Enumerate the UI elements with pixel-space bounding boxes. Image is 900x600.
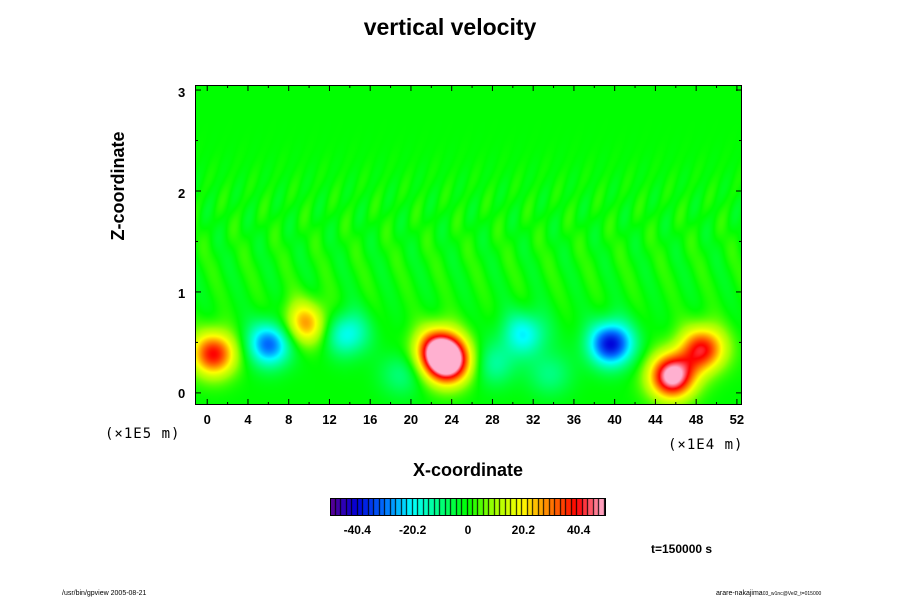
x-unit-label: (×1E4 m) <box>668 437 744 453</box>
x-tick-label: 44 <box>648 412 663 427</box>
y-unit-label: (×1E5 m) <box>105 426 181 442</box>
x-tick-label: 28 <box>485 412 500 427</box>
plot-area <box>195 85 742 405</box>
colorbar-tick-label: 0 <box>464 523 472 537</box>
y-tick-label: 3 <box>178 85 186 100</box>
x-tick-label: 8 <box>285 412 293 427</box>
x-tick-label: 12 <box>322 412 337 427</box>
y-tick-label: 2 <box>178 186 186 201</box>
colorbar-tick-label: -20.2 <box>398 523 427 537</box>
footer-author-name: arare-nakajima <box>716 590 763 597</box>
y-axis-label: Z-coordinate <box>108 131 128 241</box>
colorbar-tick-label: -40.4 <box>343 523 371 537</box>
x-tick-label: 0 <box>203 412 211 427</box>
x-tick-label: 32 <box>525 412 541 427</box>
footer-file-info: 03_w1nc@Vel2_t=015000 <box>762 591 822 597</box>
colorbar-tick-label: 40.4 <box>567 523 591 537</box>
x-axis-label: X-coordinate <box>412 460 523 480</box>
y-tick-label: 0 <box>178 386 186 401</box>
x-tick-label: 48 <box>688 412 704 427</box>
colorbar-gradient <box>331 499 605 515</box>
x-tick-label: 24 <box>444 412 459 427</box>
chart-title: vertical velocity <box>363 14 537 40</box>
time-stamp: t=150000 s <box>651 542 713 556</box>
x-tick-label: 16 <box>362 412 378 427</box>
x-tick-label: 40 <box>607 412 622 427</box>
velocity-heatmap <box>196 86 741 404</box>
x-tick-label: 52 <box>729 412 745 427</box>
y-tick-label: 1 <box>178 286 186 301</box>
colorbar <box>330 498 606 516</box>
x-tick-label: 36 <box>566 412 582 427</box>
x-tick-label: 20 <box>403 412 419 427</box>
colorbar-tick-label: 20.2 <box>511 523 536 537</box>
x-tick-label: 4 <box>244 412 252 427</box>
footer-author: arare-nakajima03_w1nc@Vel2_t=015000 <box>716 590 821 597</box>
footer-command: /usr/bin/gpview 2005-08-21 <box>62 590 147 597</box>
